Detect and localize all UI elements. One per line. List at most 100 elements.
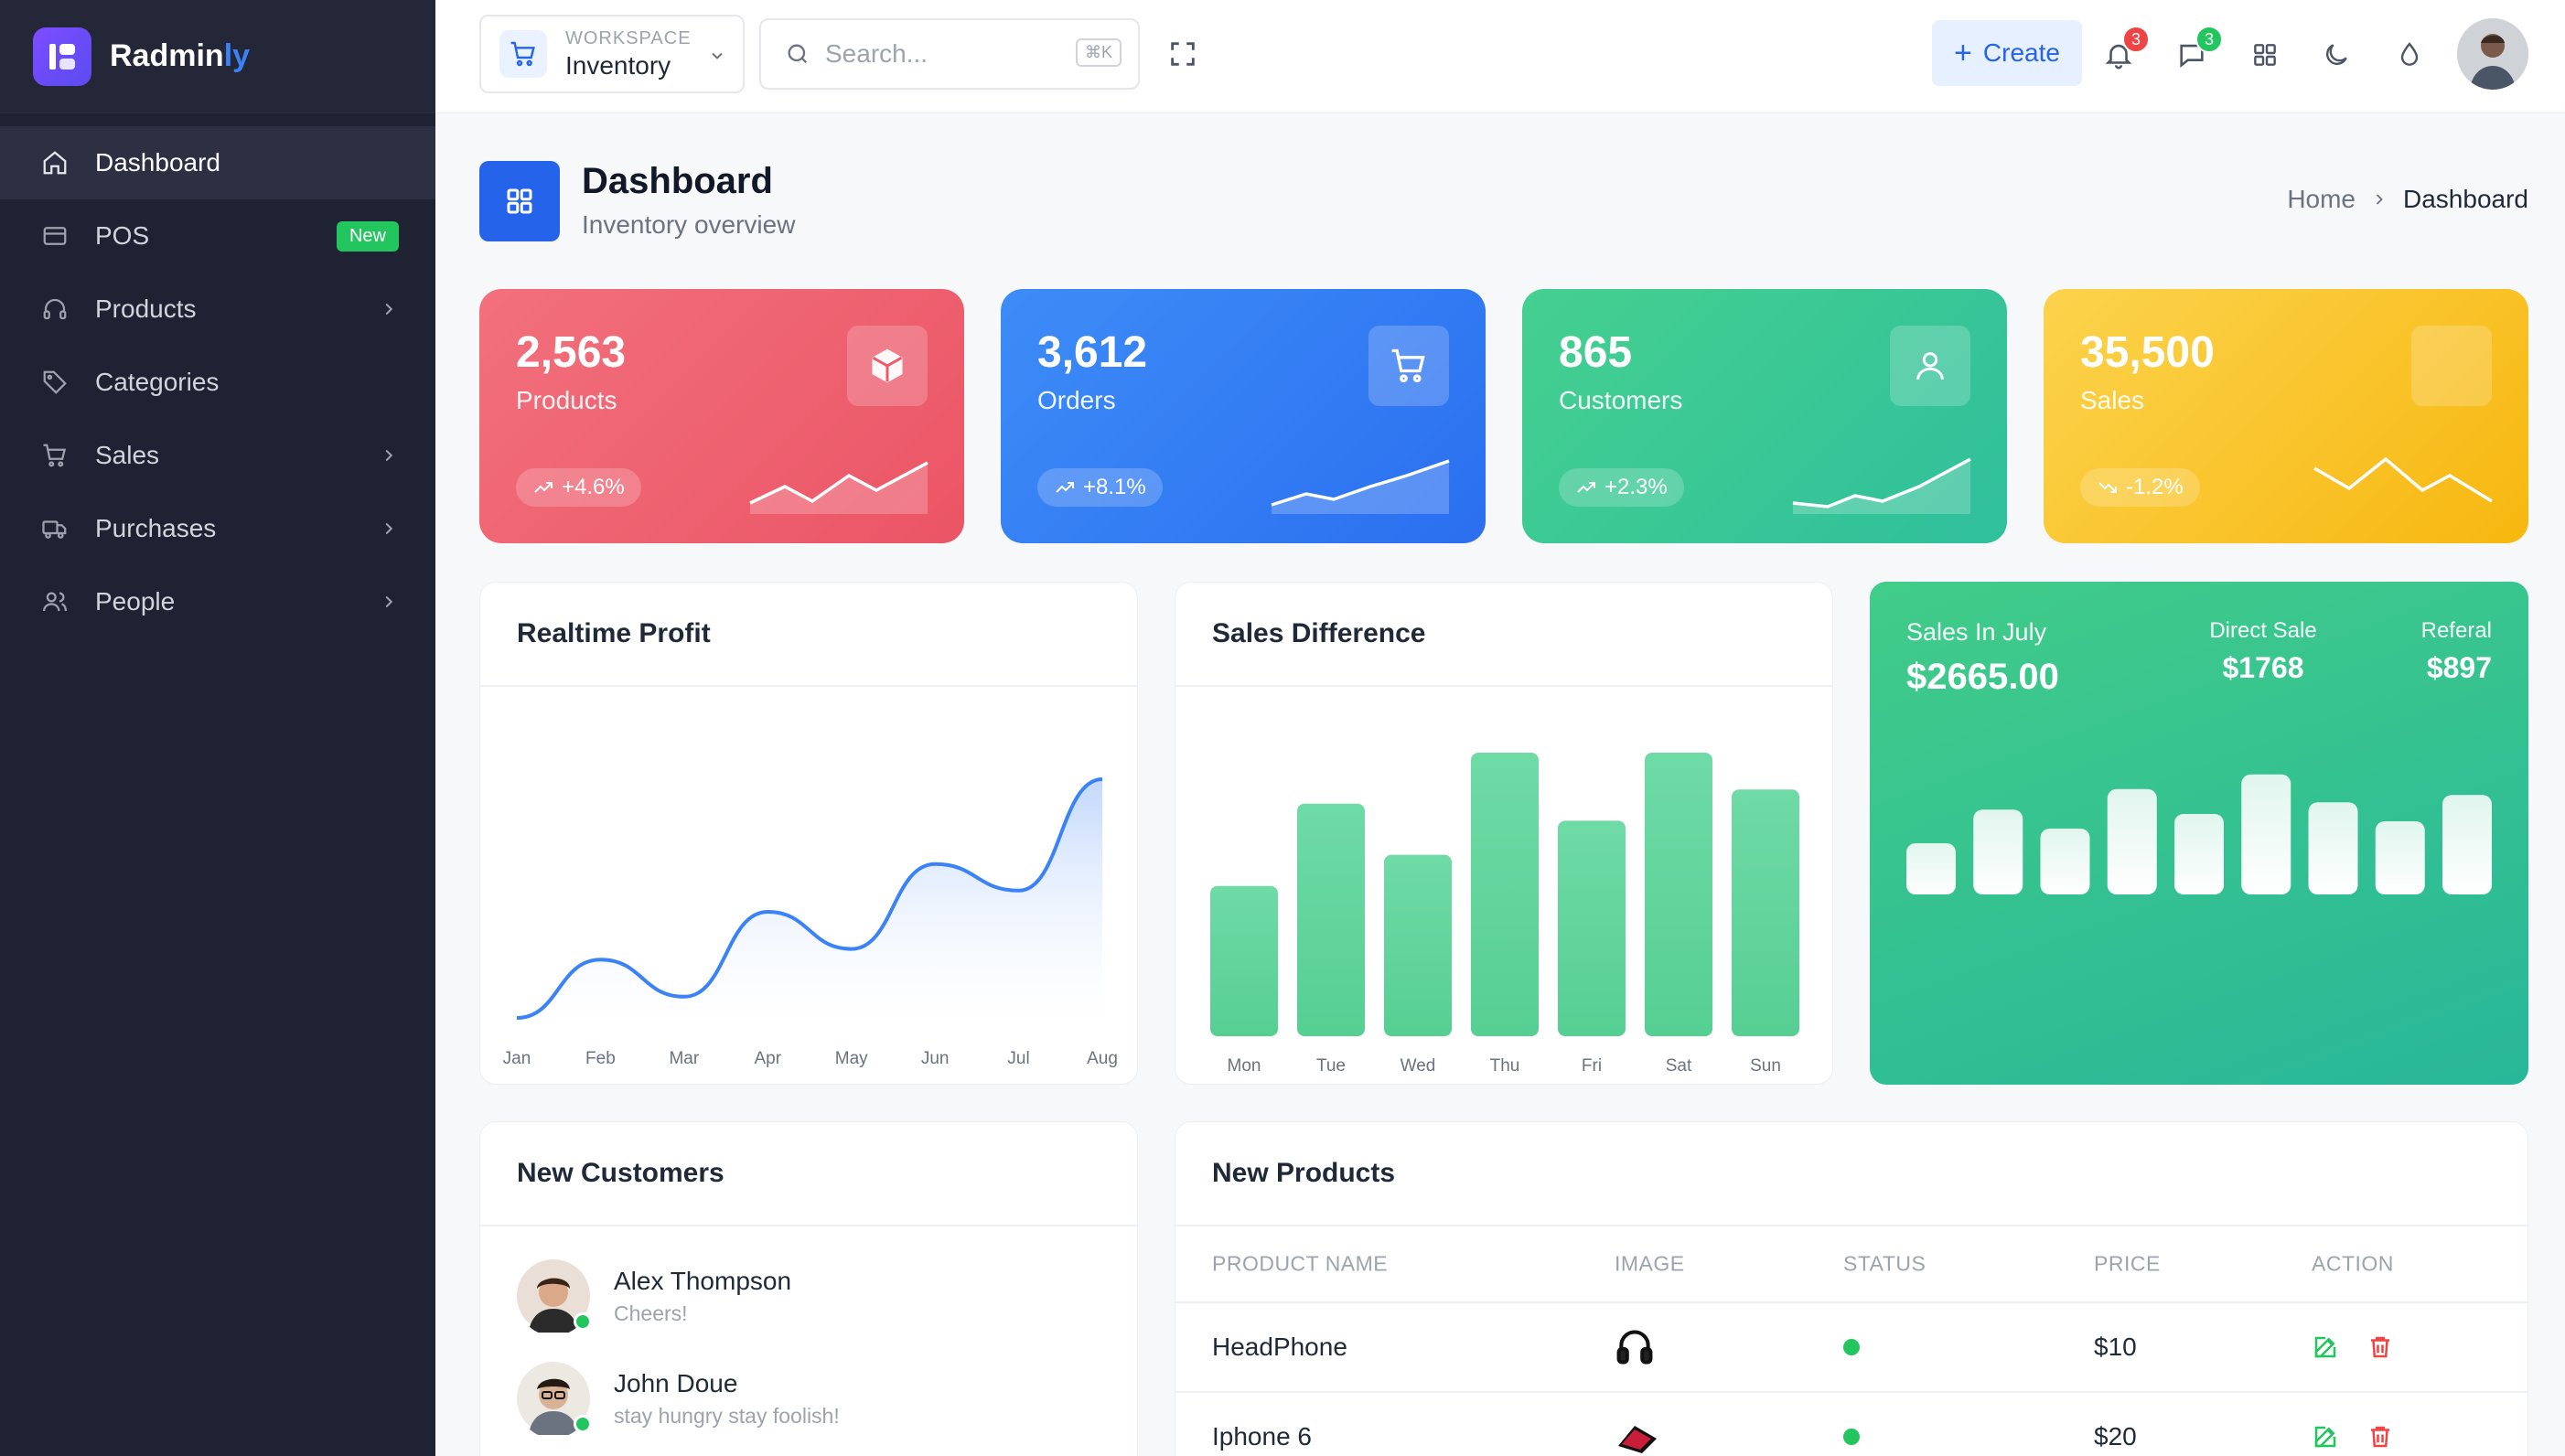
fullscreen-icon[interactable] [1167, 38, 1198, 70]
x-tick-label: Feb [585, 1049, 616, 1068]
stat-card-sales[interactable]: 35,500 Sales -1.2% [2044, 289, 2528, 543]
bar-fri [1558, 820, 1626, 1036]
brand[interactable]: Radminly [0, 0, 435, 113]
sidebar-item-people[interactable]: People [0, 565, 435, 638]
product-name: HeadPhone [1212, 1333, 1347, 1361]
bar-tue [1297, 803, 1365, 1036]
customer-message: Cheers! [614, 1301, 688, 1325]
sidebar-item-label: Purchases [95, 514, 217, 542]
dark-mode-moon-icon[interactable] [2318, 37, 2355, 73]
online-status-dot [574, 1415, 592, 1433]
column-header: IMAGE [1615, 1251, 1685, 1276]
stat-label: Customers [1559, 386, 1683, 414]
headphone-image-icon [1615, 1325, 1655, 1369]
customer-name: Alex Thompson [614, 1266, 792, 1295]
customer-item[interactable]: John Doue stay hungry stay foolish! [517, 1362, 840, 1435]
chevron-right-icon [385, 303, 393, 316]
sidebar: Radminly Dashboard POS New Products Cate… [0, 0, 435, 1456]
sparkline-chart [1792, 457, 1971, 514]
cart-icon [499, 30, 547, 78]
edit-icon[interactable] [2312, 1423, 2339, 1451]
sidebar-nav: Dashboard POS New Products Categories Sa… [0, 113, 435, 638]
app-logo-icon [33, 27, 91, 86]
row-actions [2312, 1333, 2394, 1361]
x-tick-label: Mon [1228, 1056, 1261, 1076]
status-dot [1843, 1422, 1860, 1451]
sidebar-item-products[interactable]: Products [0, 273, 435, 346]
user-icon [1890, 326, 1970, 406]
create-button[interactable]: + Create [1932, 20, 2082, 86]
sidebar-item-sales[interactable]: Sales [0, 419, 435, 492]
card-title: New Customers [480, 1122, 1137, 1226]
breadcrumb-home-link[interactable]: Home [2287, 185, 2356, 213]
bar-thu [1471, 753, 1539, 1036]
workspace-label: WORKSPACE [565, 27, 692, 48]
notification-bell-icon[interactable]: 3 [2100, 26, 2150, 73]
credit-card-icon [38, 219, 71, 252]
app-name: Radminly [110, 38, 251, 73]
notification-count-badge: 3 [2122, 26, 2150, 53]
row-actions [2312, 1423, 2394, 1451]
x-tick-label: Wed [1401, 1056, 1436, 1076]
x-tick-label: May [835, 1049, 868, 1068]
direct-sale-value: $1768 [2222, 651, 2304, 684]
box-icon [847, 326, 928, 406]
sales-july-title: Sales In July [1906, 618, 2047, 646]
top-header: WORKSPACE Inventory ⌘K + Create 3 3 [435, 0, 2565, 113]
sparkline-chart [2313, 456, 2493, 503]
search-icon [788, 44, 808, 64]
delete-icon[interactable] [2366, 1423, 2394, 1451]
column-header[interactable]: PRICE [2094, 1251, 2161, 1276]
chevron-right-icon [385, 449, 393, 462]
sidebar-item-pos[interactable]: POS New [0, 199, 435, 273]
x-tick-label: Thu [1490, 1056, 1520, 1076]
theme-drop-icon[interactable] [2391, 37, 2428, 73]
message-count-badge: 3 [2195, 26, 2223, 53]
july-bar [1973, 809, 2023, 894]
sidebar-item-label: People [95, 587, 176, 616]
stat-value: 865 [1559, 328, 1633, 377]
breadcrumb-current: Dashboard [2403, 185, 2528, 213]
bar-wed [1384, 854, 1452, 1036]
x-tick-label: Fri [1582, 1056, 1602, 1076]
bar-mon [1210, 885, 1278, 1036]
edit-icon[interactable] [2312, 1333, 2339, 1361]
product-name: Iphone 6 [1212, 1422, 1312, 1451]
sidebar-item-categories[interactable]: Categories [0, 346, 435, 419]
card-title: Realtime Profit [480, 583, 1137, 687]
delete-icon[interactable] [2366, 1333, 2394, 1361]
table-header: PRODUCT NAME IMAGE STATUS PRICE ACTION [1175, 1226, 2527, 1303]
column-header[interactable]: PRODUCT NAME [1212, 1251, 1389, 1276]
stat-value: 3,612 [1037, 328, 1148, 377]
workspace-selector[interactable]: WORKSPACE Inventory [479, 15, 745, 93]
column-header: ACTION [2312, 1251, 2394, 1276]
customer-item[interactable]: Alex Thompson Cheers! [517, 1259, 791, 1333]
user-avatar[interactable] [2457, 18, 2528, 90]
table-row: Iphone 6 $20 [1175, 1393, 2527, 1456]
breadcrumb: Home Dashboard [2287, 185, 2528, 214]
stat-label: Products [516, 386, 617, 414]
july-bar [2241, 774, 2291, 894]
column-header[interactable]: STATUS [1843, 1251, 1926, 1276]
search-input[interactable] [825, 39, 1063, 69]
sparkline-chart [749, 461, 928, 514]
stat-value: 35,500 [2080, 328, 2215, 377]
stat-card-customers[interactable]: 865 Customers +2.3% [1522, 289, 2007, 543]
search-shortcut: ⌘K [1075, 38, 1122, 67]
stat-card-products[interactable]: 2,563 Products +4.6% [479, 289, 964, 543]
sidebar-item-dashboard[interactable]: Dashboard [0, 126, 435, 199]
sidebar-item-purchases[interactable]: Purchases [0, 492, 435, 565]
cart-icon [38, 439, 71, 472]
stat-card-orders[interactable]: 3,612 Orders +8.1% [1001, 289, 1486, 543]
customer-message: stay hungry stay foolish! [614, 1403, 840, 1428]
x-tick-label: Sat [1666, 1056, 1692, 1076]
trend-badge: +4.6% [516, 468, 641, 507]
bar-sun [1732, 789, 1799, 1036]
sidebar-item-label: POS [95, 221, 150, 250]
trend-badge: -1.2% [2080, 468, 2200, 507]
x-tick-label: Jan [503, 1049, 531, 1068]
chat-icon[interactable]: 3 [2173, 26, 2223, 73]
search-box[interactable]: ⌘K [759, 18, 1140, 90]
apps-grid-icon[interactable] [2247, 37, 2283, 73]
stat-value: 2,563 [516, 328, 627, 377]
